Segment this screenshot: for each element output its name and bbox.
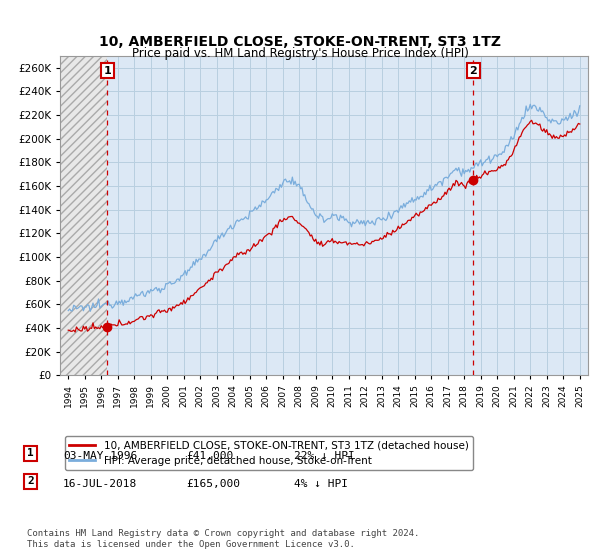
10, AMBERFIELD CLOSE, STOKE-ON-TRENT, ST3 1TZ (detached house) [149, 312, 156, 319]
Bar [60, 56, 107, 375]
Text: 4% ↓ HPI: 4% ↓ HPI [294, 479, 348, 489]
Text: Price paid vs. HM Land Registry's House Price Index (HPI): Price paid vs. HM Land Registry's House … [131, 46, 469, 60]
HPI: Average price, detached house, Stoke-on-Trent: (1.99e+03, 5.46e+04): Average price, detached house, Stoke-on-… [65, 307, 72, 314]
Text: £41,000: £41,000 [186, 451, 233, 461]
Text: £165,000: £165,000 [186, 479, 240, 489]
Text: 2: 2 [469, 66, 477, 76]
Text: 22% ↓ HPI: 22% ↓ HPI [294, 451, 355, 461]
10, AMBERFIELD CLOSE, STOKE-ON-TRENT, ST3 1TZ (detached house) [203, 279, 211, 286]
10, AMBERFIELD CLOSE, STOKE-ON-TRENT, ST3 1TZ (detached house) [572, 125, 579, 132]
HPI: Average price, detached house, Stoke-on-Trent: (2e+03, 5.41e+04): Average price, detached house, Stoke-on-… [86, 308, 94, 315]
Legend: 10, AMBERFIELD CLOSE, STOKE-ON-TRENT, ST3 1TZ (detached house), HPI: Average pri: 10, AMBERFIELD CLOSE, STOKE-ON-TRENT, ST… [65, 436, 473, 470]
10, AMBERFIELD CLOSE, STOKE-ON-TRENT, ST3 1TZ (detached house) [91, 325, 98, 332]
HPI: Average price, detached house, Stoke-on-Trent: (2.02e+03, 2.28e+05): Average price, detached house, Stoke-on-… [576, 102, 583, 109]
10, AMBERFIELD CLOSE, STOKE-ON-TRENT, ST3 1TZ (detached house) [71, 329, 79, 335]
10, AMBERFIELD CLOSE, STOKE-ON-TRENT, ST3 1TZ (detached house) [576, 120, 583, 127]
HPI: Average price, detached house, Stoke-on-Trent: (2.02e+03, 2.29e+05): Average price, detached house, Stoke-on-… [527, 101, 534, 108]
Text: 16-JUL-2018: 16-JUL-2018 [63, 479, 137, 489]
Text: 03-MAY-1996: 03-MAY-1996 [63, 451, 137, 461]
10, AMBERFIELD CLOSE, STOKE-ON-TRENT, ST3 1TZ (detached house) [533, 121, 541, 128]
10, AMBERFIELD CLOSE, STOKE-ON-TRENT, ST3 1TZ (detached house) [151, 311, 158, 318]
HPI: Average price, detached house, Stoke-on-Trent: (2.02e+03, 2.22e+05): Average price, detached house, Stoke-on-… [572, 109, 579, 116]
10, AMBERFIELD CLOSE, STOKE-ON-TRENT, ST3 1TZ (detached house) [65, 327, 72, 334]
HPI: Average price, detached house, Stoke-on-Trent: (2e+03, 7.35e+04): Average price, detached house, Stoke-on-… [151, 285, 158, 292]
HPI: Average price, detached house, Stoke-on-Trent: (2e+03, 5.74e+04): Average price, detached house, Stoke-on-… [91, 304, 98, 311]
10, AMBERFIELD CLOSE, STOKE-ON-TRENT, ST3 1TZ (detached house) [528, 117, 535, 124]
Text: 2: 2 [27, 477, 34, 487]
HPI: Average price, detached house, Stoke-on-Trent: (2e+03, 1.04e+05): Average price, detached house, Stoke-on-… [203, 249, 211, 256]
Text: 10, AMBERFIELD CLOSE, STOKE-ON-TRENT, ST3 1TZ: 10, AMBERFIELD CLOSE, STOKE-ON-TRENT, ST… [99, 35, 501, 49]
Text: Contains HM Land Registry data © Crown copyright and database right 2024.
This d: Contains HM Land Registry data © Crown c… [27, 529, 419, 549]
HPI: Average price, detached house, Stoke-on-Trent: (2e+03, 7.14e+04): Average price, detached house, Stoke-on-… [149, 287, 156, 294]
Text: 1: 1 [103, 66, 111, 76]
Line: HPI: Average price, detached house, Stoke-on-Trent: HPI: Average price, detached house, Stok… [68, 104, 580, 311]
Text: 1: 1 [27, 449, 34, 459]
Line: 10, AMBERFIELD CLOSE, STOKE-ON-TRENT, ST3 1TZ (detached house): 10, AMBERFIELD CLOSE, STOKE-ON-TRENT, ST… [68, 120, 580, 332]
HPI: Average price, detached house, Stoke-on-Trent: (2.02e+03, 2.24e+05): Average price, detached house, Stoke-on-… [533, 107, 541, 114]
